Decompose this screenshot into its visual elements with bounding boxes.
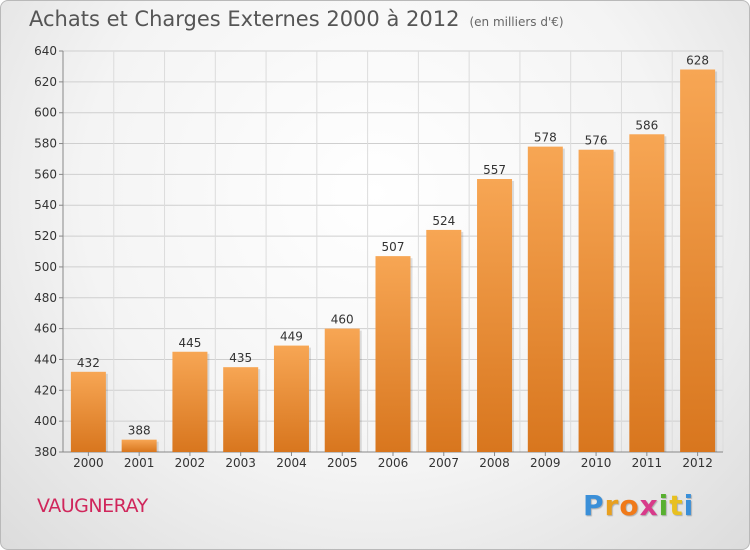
bar (375, 256, 411, 452)
x-tick-label: 2002 (175, 456, 206, 470)
bar-value-label: 445 (178, 336, 201, 350)
bar-value-label: 432 (77, 356, 100, 370)
x-tick-label: 2011 (632, 456, 663, 470)
x-tick-label: 2001 (124, 456, 155, 470)
bar (477, 179, 513, 452)
y-tick-label: 380 (34, 445, 57, 459)
logo-letter: P (583, 489, 605, 522)
logo-letter: r (604, 489, 620, 522)
logo-letter: o (619, 489, 640, 522)
bar-value-label: 576 (585, 134, 608, 148)
bar-value-label: 435 (229, 351, 252, 365)
commune-name: VAUGNERAY (37, 495, 148, 517)
y-tick-label: 440 (34, 352, 57, 366)
x-tick-label: 2000 (73, 456, 104, 470)
bar (324, 328, 360, 452)
x-tick-label: 2012 (682, 456, 713, 470)
y-tick-label: 640 (34, 44, 57, 58)
bar-value-label: 524 (432, 214, 455, 228)
bar (223, 367, 259, 452)
y-tick-label: 620 (34, 75, 57, 89)
bar (70, 371, 106, 452)
bar (172, 351, 208, 452)
y-tick-label: 420 (34, 383, 57, 397)
x-tick-label: 2003 (225, 456, 256, 470)
y-tick-label: 500 (34, 260, 57, 274)
bar-value-label: 449 (280, 330, 303, 344)
x-tick-label: 2006 (378, 456, 409, 470)
bar (426, 229, 462, 452)
bar-value-label: 628 (686, 54, 709, 68)
bar-value-label: 557 (483, 163, 506, 177)
y-tick-label: 580 (34, 137, 57, 151)
y-tick-label: 600 (34, 106, 57, 120)
bar-value-label: 578 (534, 131, 557, 145)
x-tick-label: 2010 (581, 456, 612, 470)
proxiti-logo: Proxiti (583, 489, 694, 522)
bar-value-label: 507 (382, 240, 405, 254)
logo-letter: i (683, 489, 695, 522)
logo-letter: x (639, 489, 659, 522)
y-tick-label: 460 (34, 322, 57, 336)
x-tick-label: 2009 (530, 456, 561, 470)
y-tick-label: 560 (34, 167, 57, 181)
x-tick-label: 2004 (276, 456, 307, 470)
y-tick-label: 520 (34, 229, 57, 243)
bar (629, 134, 665, 453)
y-tick-label: 400 (34, 414, 57, 428)
x-tick-label: 2005 (327, 456, 358, 470)
x-tick-label: 2007 (428, 456, 459, 470)
chart-subtitle: (en milliers d'€) (469, 15, 564, 29)
bar-value-label: 388 (128, 424, 151, 438)
bar-value-label: 586 (635, 118, 658, 132)
labels: 380 400 420 440 460 480 500 520 540 560 580 600 620 6… (34, 44, 713, 470)
y-tick-label: 540 (34, 198, 57, 212)
bar (273, 345, 309, 452)
bar (121, 439, 157, 452)
bar (680, 69, 716, 452)
y-tick-label: 480 (34, 291, 57, 305)
x-tick-label: 2008 (479, 456, 510, 470)
bar (527, 146, 563, 452)
logo-letter: t (669, 489, 684, 522)
chart-title-text: Achats et Charges Externes 2000 à 2012 (29, 7, 460, 31)
logo-letter: i (658, 489, 670, 522)
bars (70, 69, 718, 453)
bar (578, 149, 614, 452)
bar-value-label: 460 (331, 313, 354, 327)
chart-title: Achats et Charges Externes 2000 à 2012 (e… (29, 7, 564, 31)
